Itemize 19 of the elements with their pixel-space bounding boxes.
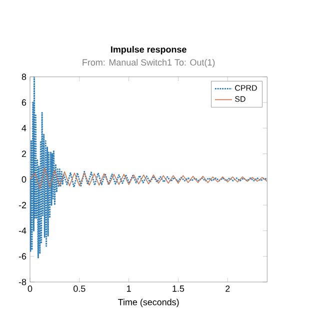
x-tick-label: 1 — [127, 286, 131, 292]
y-tick-label: -2 — [18, 202, 26, 208]
y-tick-label: 8 — [22, 74, 26, 80]
y-tick-label: 6 — [22, 99, 26, 106]
chart-subtitle: From: Manual Switch1 To: Out(1) — [82, 58, 215, 68]
x-tick-label: 2 — [226, 286, 230, 292]
x-axis-title: Time (seconds) — [118, 298, 179, 308]
y-tick-label: 0 — [22, 176, 26, 183]
y-tick-label: -6 — [18, 253, 26, 260]
y-tick-label: -4 — [18, 228, 26, 234]
y-tick-label: 4 — [22, 125, 26, 132]
chart-title: Impulse response — [111, 46, 186, 54]
y-tick-label: -8 — [18, 278, 26, 286]
line-series — [30, 167, 268, 189]
x-tick-label: 0 — [28, 286, 32, 292]
line-series — [30, 76, 268, 258]
x-tick-label: 0.5 — [74, 286, 86, 292]
x-tick-label: 1.5 — [172, 286, 184, 292]
y-tick-label: 2 — [22, 150, 26, 157]
